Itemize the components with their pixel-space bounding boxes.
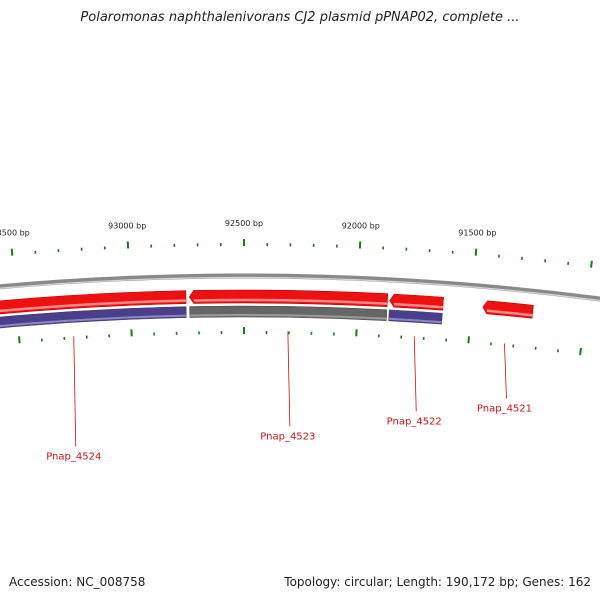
gene-label[interactable]: Pnap_4523 <box>260 431 315 442</box>
gene-lower-shine <box>0 314 187 327</box>
inner-tick-93500 <box>18 336 21 344</box>
scale-label: 93000 bp <box>108 221 146 230</box>
map-title: Polaromonas naphthalenivorans CJ2 plasmi… <box>80 10 520 25</box>
gene-band-shine <box>486 309 533 317</box>
gene-label-leader <box>413 336 417 412</box>
accession-text: Accession: NC_008758 <box>9 575 146 589</box>
gene-lower-shine <box>189 314 387 320</box>
gene-label[interactable]: Pnap_4524 <box>46 451 101 462</box>
scale-ticks: 93500 bp 93000 bp 92500 bp 92000 bp 91500 bp <box>0 219 593 356</box>
backbone-highlight <box>0 276 600 302</box>
gene-band-shine <box>0 299 187 313</box>
inner-tick-91500 <box>467 336 470 344</box>
inner-tick-91000 <box>579 347 582 356</box>
genome-summary-text: Topology: circular; Length: 190,172 bp; … <box>284 575 591 589</box>
scale-label: 92000 bp <box>342 221 380 230</box>
backbone-ring <box>0 273 600 302</box>
outer-tick-91500 <box>474 248 478 256</box>
gene-lower-shine <box>388 317 442 324</box>
gene-Pnap_4522[interactable] <box>388 293 444 325</box>
scale-label: 92500 bp <box>225 219 263 228</box>
outer-tick-93500 <box>10 248 14 256</box>
gene-Pnap_4523[interactable] <box>188 289 389 321</box>
gene-label[interactable]: Pnap_4521 <box>477 404 532 415</box>
gene-band-shine <box>393 302 443 309</box>
gene-label-leader <box>287 331 291 427</box>
scale-label: 91500 bp <box>458 229 496 238</box>
gene-Pnap_4521[interactable] <box>482 300 534 319</box>
gene-labels: Pnap_4524 Pnap_4523 Pnap_4522 Pnap_4521 <box>46 331 532 462</box>
gene-lower-band[interactable] <box>189 305 388 321</box>
gene-label-leader <box>73 336 77 447</box>
outer-tick-91000 <box>590 260 593 268</box>
gene-forward-band[interactable] <box>188 289 389 308</box>
gene-band-shine <box>193 298 388 305</box>
gene-features[interactable] <box>0 289 534 332</box>
backbone-arc <box>0 273 600 302</box>
scale-label: 93500 bp <box>0 229 30 238</box>
gene-Pnap_4524[interactable] <box>0 290 187 332</box>
gene-label-leader <box>504 343 507 399</box>
gene-label[interactable]: Pnap_4522 <box>387 416 442 427</box>
